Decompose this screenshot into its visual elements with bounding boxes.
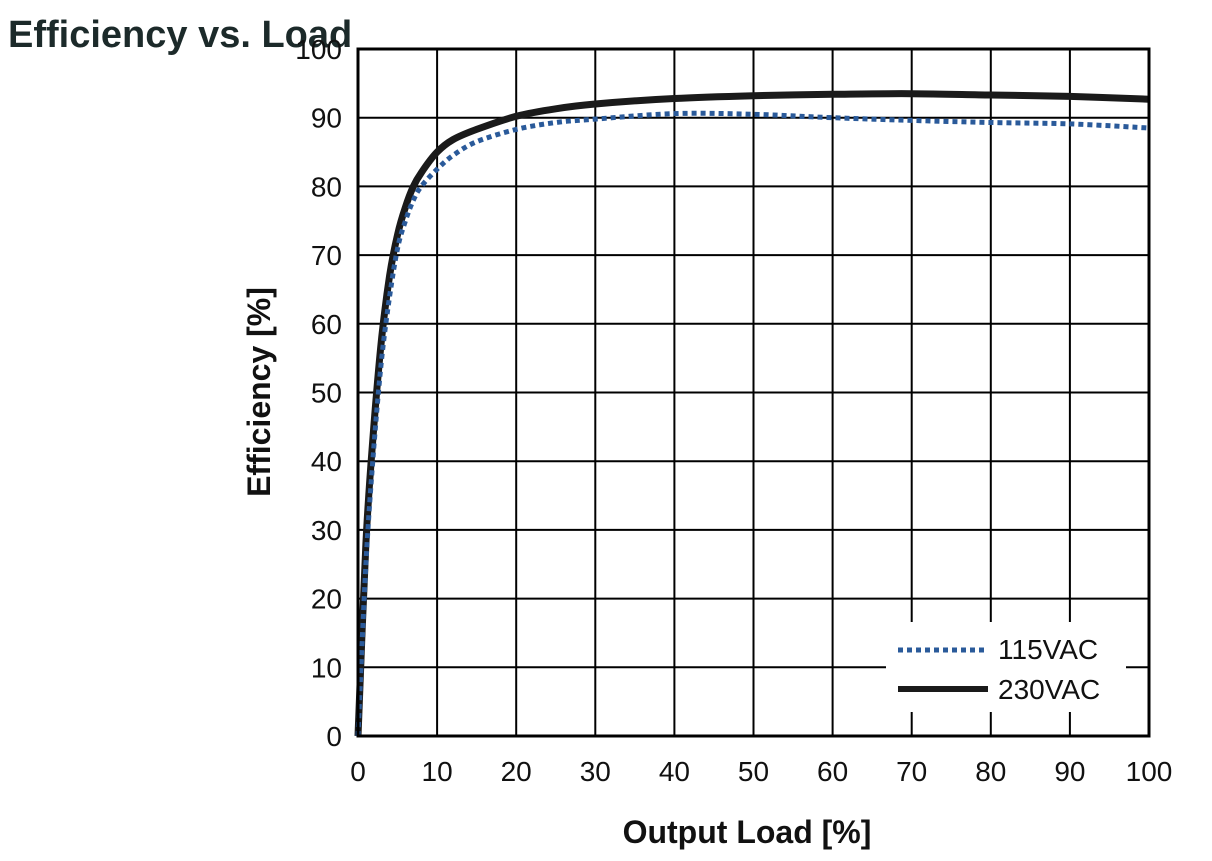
x-tick-label: 50 xyxy=(738,756,769,787)
y-tick-label: 0 xyxy=(326,721,342,752)
x-tick-label: 60 xyxy=(817,756,848,787)
x-tick-label: 90 xyxy=(1054,756,1085,787)
x-tick-label: 80 xyxy=(975,756,1006,787)
x-tick-label: 0 xyxy=(350,756,366,787)
legend: 115VAC 230VAC xyxy=(886,622,1126,712)
y-tick-label: 70 xyxy=(311,240,342,271)
y-tick-label: 90 xyxy=(311,103,342,134)
chart-title: Efficiency vs. Load xyxy=(8,14,352,56)
legend-label-115vac: 115VAC xyxy=(998,634,1098,665)
series-line-115vac xyxy=(355,110,1150,737)
y-tick-label: 60 xyxy=(311,309,342,340)
x-tick-label: 40 xyxy=(659,756,690,787)
x-tick-label: 30 xyxy=(580,756,611,787)
y-tick-label: 10 xyxy=(311,652,342,683)
y-axis-label: Efficiency [%] xyxy=(241,287,277,497)
series-line-230vac xyxy=(354,90,1150,737)
x-tick-label: 10 xyxy=(422,756,453,787)
tick-labels: 0 10 20 30 40 50 60 70 80 90 100 0 10 20 30 40 50 60 70 80 9… xyxy=(295,34,1172,787)
y-tick-label: 50 xyxy=(311,378,342,409)
y-tick-label: 40 xyxy=(311,446,342,477)
y-tick-label: 30 xyxy=(311,515,342,546)
x-axis-label: Output Load [%] xyxy=(623,814,872,850)
y-tick-label: 80 xyxy=(311,171,342,202)
legend-box xyxy=(886,622,1126,712)
x-tick-label: 100 xyxy=(1126,756,1173,787)
plot-frame xyxy=(356,47,1151,738)
x-tick-label: 20 xyxy=(501,756,532,787)
y-tick-label: 100 xyxy=(295,34,342,65)
y-tick-label: 20 xyxy=(311,584,342,615)
legend-label-230vac: 230VAC xyxy=(998,674,1100,705)
x-tick-label: 70 xyxy=(896,756,927,787)
series-lines xyxy=(354,90,1150,737)
